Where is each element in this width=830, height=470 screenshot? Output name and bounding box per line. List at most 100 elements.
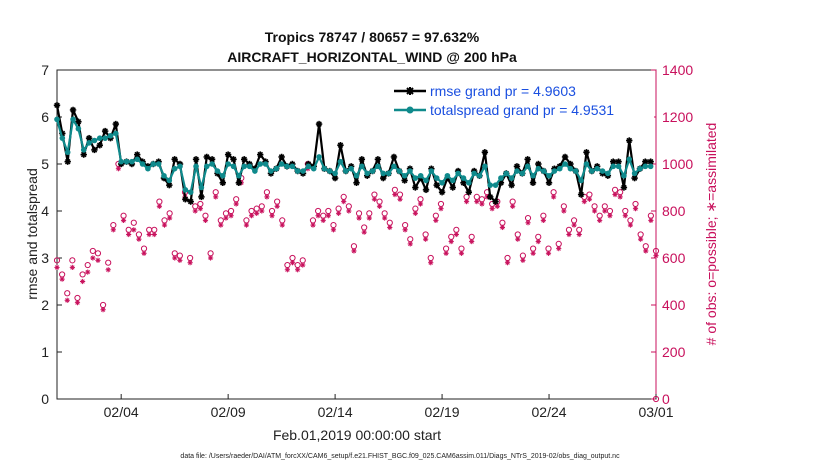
totalspread-point <box>236 172 242 179</box>
obs-assimilated-point <box>545 250 552 256</box>
left-tick-label: 5 <box>41 156 49 172</box>
totalspread-point <box>252 168 258 174</box>
rmse-point <box>626 137 633 144</box>
totalspread-point <box>316 154 322 160</box>
obs-assimilated-point <box>382 215 388 221</box>
obs-assimilated-point <box>289 260 296 266</box>
obs-assimilated-point <box>100 307 106 313</box>
obs-assimilated-point <box>632 206 639 212</box>
totalspread-point <box>321 165 328 172</box>
totalspread-point <box>401 172 408 179</box>
totalspread-point <box>161 172 167 179</box>
obs-assimilated-point <box>167 215 173 221</box>
obs-assimilated-point <box>177 257 183 263</box>
x-tick-label: 02/09 <box>211 404 246 420</box>
obs-assimilated-point <box>627 222 634 228</box>
totalspread-point <box>380 170 387 177</box>
obs-assimilated-point <box>213 194 219 200</box>
totalspread-point <box>332 170 338 177</box>
totalspread-point <box>524 163 531 170</box>
rmse-point <box>315 120 323 128</box>
obs-assimilated-point <box>202 217 209 223</box>
totalspread-point <box>615 163 622 170</box>
rmse-point <box>198 193 205 201</box>
obs-assimilated-point <box>59 276 65 282</box>
obs-assimilated-point <box>458 250 465 256</box>
rmse-point <box>412 184 419 191</box>
obs-assimilated-point <box>228 213 234 219</box>
obs-assimilated-point <box>540 217 546 223</box>
obs-assimilated-point <box>438 206 444 212</box>
rmse-point <box>610 158 617 165</box>
obs-assimilated-point <box>105 267 111 273</box>
obs-assimilated-point <box>223 215 229 221</box>
totalspread-point <box>230 163 237 170</box>
obs-assimilated-point <box>131 227 137 233</box>
rmse-point <box>75 118 82 125</box>
totalspread-point <box>599 168 606 174</box>
obs-assimilated-point <box>187 260 193 266</box>
obs-assimilated-point <box>638 236 644 242</box>
obs-assimilated-point <box>126 231 132 238</box>
obs-count-markers <box>53 160 660 403</box>
obs-assimilated-point <box>269 213 275 219</box>
obs-assimilated-point <box>515 236 521 242</box>
rmse-point <box>219 179 226 186</box>
totalspread-point <box>193 163 199 170</box>
obs-assimilated-point <box>320 217 326 223</box>
totalspread-point <box>262 161 269 167</box>
obs-assimilated-point <box>279 222 285 228</box>
totalspread-point <box>310 165 317 172</box>
rmse-point <box>224 151 232 158</box>
obs-assimilated-point <box>341 199 347 205</box>
rmse-point <box>642 158 649 165</box>
rmse-point <box>187 198 194 205</box>
totalspread-point <box>118 158 124 165</box>
totalspread-point <box>139 161 146 167</box>
totalspread-point <box>417 172 424 179</box>
totalspread-point <box>530 172 536 179</box>
totalspread-point <box>268 168 274 174</box>
obs-assimilated-point <box>556 246 562 252</box>
totalspread-point <box>294 168 301 174</box>
totalspread-point <box>540 168 547 174</box>
totalspread-point <box>476 172 483 179</box>
totalspread-point <box>508 175 515 181</box>
obs-assimilated-point <box>520 257 526 263</box>
obs-assimilated-point <box>110 227 116 233</box>
obs-possible-point <box>89 247 96 255</box>
obs-assimilated-point <box>218 222 224 228</box>
totalspread-point <box>219 172 226 179</box>
rmse-point <box>171 156 178 163</box>
totalspread-point <box>214 168 221 174</box>
totalspread-point <box>107 133 114 139</box>
totalspread-point <box>96 135 103 141</box>
obs-assimilated-point <box>356 215 362 221</box>
obs-assimilated-point <box>612 191 618 198</box>
right-tick-label: 1400 <box>662 62 693 78</box>
obs-assimilated-point <box>525 220 531 226</box>
x-tick-label: 02/14 <box>318 404 353 420</box>
obs-assimilated-point <box>172 255 178 261</box>
totalspread-point <box>209 161 215 167</box>
obs-assimilated-point <box>602 208 608 214</box>
totalspread-point <box>605 170 611 177</box>
obs-assimilated-point <box>207 255 214 261</box>
obs-assimilated-point <box>69 264 75 270</box>
totalspread-point <box>113 130 119 137</box>
totalspread-point <box>80 147 87 153</box>
legend-spread-marker-icon <box>406 106 414 114</box>
rmse-point <box>449 184 456 191</box>
totalspread-point <box>396 168 403 174</box>
obs-possible-point <box>652 395 660 403</box>
legend-rmse-label: rmse grand pr = 4.9603 <box>430 83 576 99</box>
obs-assimilated-point <box>453 231 459 238</box>
rmse-point <box>91 146 98 154</box>
rmse-point <box>487 193 494 201</box>
obs-assimilated-point <box>510 203 516 209</box>
totalspread-point <box>647 163 654 170</box>
left-tick-label: 0 <box>41 391 49 407</box>
totalspread-point <box>572 168 579 174</box>
obs-assimilated-point <box>85 269 91 275</box>
